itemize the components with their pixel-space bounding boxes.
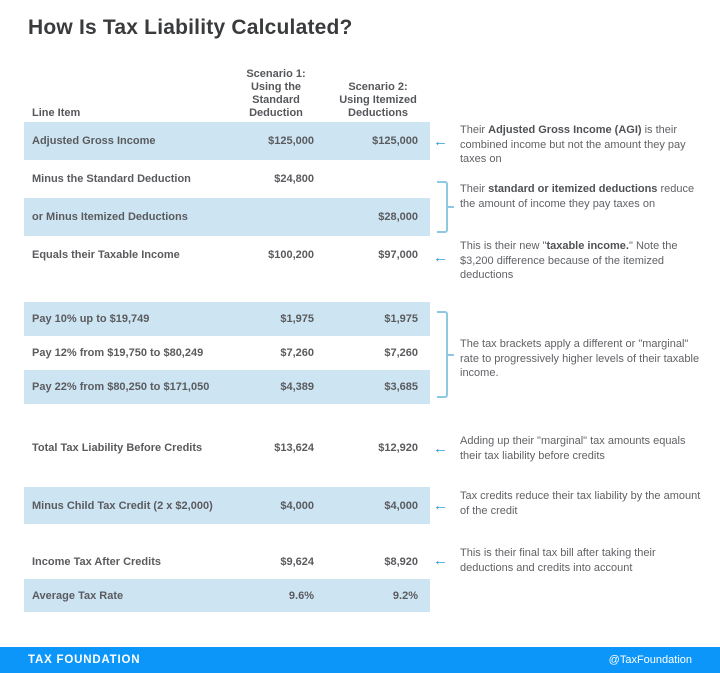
table-row-tax-after-credits: Income Tax After Credits $9,624 $8,920 (24, 545, 430, 579)
row-scenario2-value: 9.2% (392, 589, 418, 602)
row-label: or Minus Itemized Deductions (32, 211, 188, 223)
row-label: Total Tax Liability Before Credits (32, 442, 203, 454)
note-tax-credits: Tax credits reduce their tax liability b… (460, 489, 702, 518)
row-label: Pay 10% up to $19,749 (32, 313, 150, 325)
table-row-standard-deduction: Minus the Standard Deduction $24,800 (24, 160, 430, 198)
row-label: Income Tax After Credits (32, 556, 161, 568)
note-text: Adding up their "marginal" tax amounts e… (460, 435, 686, 462)
row-scenario1-value: $13,624 (274, 442, 314, 454)
table-row-total-liability: Total Tax Liability Before Credits $13,6… (24, 430, 430, 466)
row-label: Pay 22% from $80,250 to $171,050 (32, 381, 210, 393)
table-gap (24, 466, 430, 487)
row-scenario1-value: $4,000 (280, 499, 314, 512)
row-scenario1-value: 9.6% (288, 589, 314, 602)
header-scenario1: Scenario 1: Using the Standard Deduction (246, 68, 306, 120)
row-scenario2-value: $1,975 (384, 313, 418, 325)
row-scenario1-value: $9,624 (280, 556, 314, 568)
note-text: Their (460, 124, 489, 136)
twitter-handle: @TaxFoundation (608, 654, 692, 666)
note-text-bold: Adjusted Gross Income (AGI) (488, 124, 642, 136)
footer-bar: TAX FOUNDATION @TaxFoundation (0, 647, 720, 673)
table-header-row: Line Item Scenario 1: Using the Standard… (24, 62, 430, 120)
note-text: The tax brackets apply a different or "m… (460, 338, 700, 380)
note-text-bold: standard or itemized deductions (488, 183, 658, 195)
row-scenario2-value: $97,000 (378, 249, 418, 261)
brace-tax-brackets (437, 311, 454, 398)
left-arrow-icon: ← (433, 552, 448, 569)
table-row-child-tax-credit: Minus Child Tax Credit (2 x $2,000) $4,0… (24, 487, 430, 524)
table-gap (24, 404, 430, 430)
note-text: Their (460, 183, 489, 195)
note-text: " Note the $3,200 difference because of … (460, 240, 678, 282)
table-gap (24, 524, 430, 545)
tax-table: Line Item Scenario 1: Using the Standard… (24, 62, 430, 612)
note-deductions: Their standard or itemized deductions re… (460, 182, 702, 211)
note-marginal-rates: The tax brackets apply a different or "m… (460, 337, 702, 381)
row-scenario2-value: $125,000 (372, 135, 418, 147)
row-scenario2-value: $28,000 (378, 211, 418, 223)
note-agi: Their Adjusted Gross Income (AGI) is the… (460, 123, 702, 167)
table-row-bracket-22: Pay 22% from $80,250 to $171,050 $4,389 … (24, 370, 430, 404)
header-line-item: Line Item (32, 107, 81, 120)
table-gap (24, 274, 430, 302)
note-text-bold: taxable income. (546, 240, 629, 252)
row-label: Minus Child Tax Credit (2 x $2,000) (32, 499, 213, 512)
note-text: is their combined income but not the amo… (460, 124, 686, 166)
row-scenario2-value: $4,000 (384, 499, 418, 512)
header-scenario2: Scenario 2: Using Itemized Deductions (339, 81, 417, 120)
row-label: Average Tax Rate (32, 589, 124, 602)
brand-name: TAX FOUNDATION (28, 654, 141, 666)
brace-deductions (437, 181, 454, 233)
note-taxable-income: This is their new "taxable income." Note… (460, 239, 702, 283)
table-row-bracket-12: Pay 12% from $19,750 to $80,249 $7,260 $… (24, 336, 430, 370)
row-scenario1-value: $7,260 (280, 347, 314, 359)
note-text: This is their final tax bill after takin… (460, 547, 656, 574)
note-text: Tax credits reduce their tax liability b… (460, 490, 701, 517)
row-scenario1-value: $4,389 (280, 381, 314, 393)
row-label: Adjusted Gross Income (32, 135, 156, 147)
note-liability-before-credits: Adding up their "marginal" tax amounts e… (460, 434, 702, 463)
row-scenario2-value: $8,920 (384, 556, 418, 568)
left-arrow-icon: ← (433, 133, 448, 150)
row-scenario1-value: $100,200 (268, 249, 314, 261)
left-arrow-icon: ← (433, 440, 448, 457)
note-text: This is their new " (460, 240, 547, 252)
left-arrow-icon: ← (433, 249, 448, 266)
table-row-agi: Adjusted Gross Income $125,000 $125,000 (24, 122, 430, 160)
row-scenario2-value: $7,260 (384, 347, 418, 359)
note-final-tax-bill: This is their final tax bill after takin… (460, 546, 702, 575)
left-arrow-icon: ← (433, 497, 448, 514)
table-row-taxable-income: Equals their Taxable Income $100,200 $97… (24, 236, 430, 274)
row-label: Equals their Taxable Income (32, 249, 180, 261)
row-label: Pay 12% from $19,750 to $80,249 (32, 347, 204, 359)
row-label: Minus the Standard Deduction (32, 173, 191, 185)
row-scenario2-value: $12,920 (378, 442, 418, 454)
row-scenario1-value: $24,800 (274, 173, 314, 185)
row-scenario2-value: $3,685 (384, 381, 418, 393)
page-title: How Is Tax Liability Calculated? (28, 16, 353, 39)
table-row-bracket-10: Pay 10% up to $19,749 $1,975 $1,975 (24, 302, 430, 336)
table-row-average-rate: Average Tax Rate 9.6% 9.2% (24, 579, 430, 612)
table-row-itemized-deductions: or Minus Itemized Deductions $28,000 (24, 198, 430, 236)
row-scenario1-value: $1,975 (280, 313, 314, 325)
note-text: reduce the amount of income they pay tax… (460, 183, 695, 210)
row-scenario1-value: $125,000 (268, 135, 314, 147)
